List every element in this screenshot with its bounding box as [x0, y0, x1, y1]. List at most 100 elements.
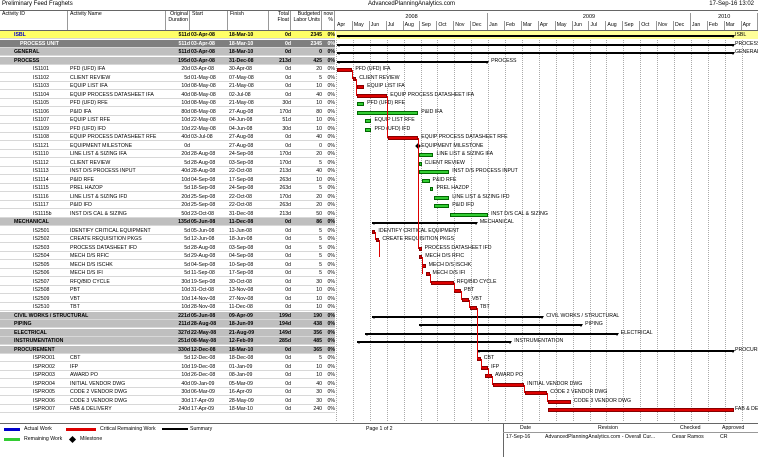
table-row[interactable]: IS1115b INST D/S CAL & SIZING 50d 23-Oct-08… [0, 209, 335, 218]
cell-start: 17-Apr-09 [191, 397, 215, 404]
critical-bar[interactable] [426, 272, 430, 276]
critical-bar[interactable] [419, 255, 423, 259]
wbs-row[interactable]: PROCESS 195d 03-Apr-08 31-Dec-08 213d 425 0% [0, 56, 335, 65]
critical-bar[interactable] [477, 357, 481, 361]
summary-bar[interactable] [364, 332, 618, 335]
table-row[interactable]: IS1114 P&ID RFE 10d 04-Sep-08 17-Sep-08 263d 1… [0, 175, 335, 184]
critical-bar[interactable] [337, 68, 353, 72]
summary-bar[interactable] [418, 324, 583, 326]
table-row[interactable]: IS1104 EQUIP PROCESS DATASHEET IFA 40d 08-M… [0, 90, 335, 99]
critical-bar[interactable] [356, 93, 388, 98]
table-row[interactable]: IS1106 P&ID IFA 80d 08-May-08 27-Aug-08 170d 8… [0, 107, 335, 116]
table-row[interactable]: IS2508 PBT 10d 31-Oct-08 13-Nov-08 0d 10 0% [0, 286, 335, 294]
wbs-row[interactable]: PROCUREMENT 330d 12-Dec-08 18-Mar-10 0d 365 0% [0, 345, 335, 354]
bar-label: PFD (UFD) IFA [355, 66, 391, 72]
remaining-bar[interactable] [418, 161, 422, 166]
wbs-row[interactable]: MECHANICAL 135d 05-Jun-08 11-Dec-08 0d 86 0% [0, 218, 335, 226]
table-row[interactable]: ISPRO02 IFP 10d 19-Dec-08 01-Jan-09 0d 10 0% [0, 362, 335, 371]
cell-name: IDENTIFY CRITICAL EQUIPMENT [70, 227, 151, 234]
table-row[interactable]: IS1116 LINE LIST & SIZING IFD 20d 25-Sep-08… [0, 192, 335, 201]
critical-bar[interactable] [356, 85, 365, 89]
table-row[interactable]: IS1109 PFD (UFD) IFD 10d 22-May-08 04-Jun-08… [0, 124, 335, 133]
col-activity-name[interactable]: Activity Name [68, 11, 166, 30]
wbs-row[interactable]: INSTRUMENTATION 251d 08-May-08 12-Feb-09 285… [0, 337, 335, 345]
wbs-row[interactable]: ISBL 511d 03-Apr-08 18-Mar-10 0d 2345 0% [0, 31, 335, 39]
critical-bar[interactable] [430, 280, 454, 285]
remaining-bar[interactable] [356, 102, 365, 106]
table-row[interactable]: ISPRO03 AWARD PO 10d 26-Dec-08 08-Jan-09 0d 10… [0, 371, 335, 379]
summary-bar[interactable] [337, 43, 735, 46]
remaining-bar[interactable] [422, 178, 430, 183]
critical-bar[interactable] [352, 76, 357, 81]
table-row[interactable]: ISPRO05 CODE 2 VENDOR DWG 30d 06-Mar-09 16-A… [0, 388, 335, 396]
table-row[interactable]: IS1110 LINE LIST & SIZING IFA 20d 28-Aug-08… [0, 150, 335, 158]
wbs-row[interactable]: PIPING 211d 28-Aug-08 18-Jun-09 194d 438 0% [0, 320, 335, 328]
wbs-row[interactable]: GENERAL 511d 03-Apr-08 18-Mar-10 0d 0 0% [0, 48, 335, 56]
table-row[interactable]: ISPRO01 CBT 5d 12-Dec-08 18-Dec-08 0d 5 0% [0, 354, 335, 362]
col-budget[interactable]: Budgeted Labor Units [291, 11, 322, 30]
critical-bar[interactable] [524, 391, 548, 395]
table-row[interactable]: ISPRO06 CODE 3 VENDOR DWG 30d 17-Apr-09 28-M… [0, 396, 335, 405]
summary-bar[interactable] [337, 52, 735, 54]
table-row[interactable]: ISPRO07 FAB & DELIVERY 240d 17-Apr-09 18-Mar… [0, 405, 335, 413]
table-row[interactable]: IS1117 P&ID IFD 20d 25-Sep-08 22-Oct-08 263d 2… [0, 201, 335, 209]
critical-bar[interactable] [387, 136, 419, 140]
table-row[interactable]: IS2506 MECH D/S IFI 5d 11-Sep-08 17-Sep-08 0d… [0, 269, 335, 277]
remaining-bar[interactable] [449, 212, 489, 217]
table-row[interactable]: IS2505 MECH D/S ISCHK 5d 04-Sep-08 10-Sep-08… [0, 260, 335, 269]
col-activity-id[interactable]: Activity ID [0, 11, 68, 30]
critical-bar[interactable] [469, 306, 477, 310]
critical-bar[interactable] [492, 382, 525, 387]
wbs-row[interactable]: PROCESS UNIT 511d 03-Apr-08 18-Mar-10 0d 2345… [0, 39, 335, 48]
remaining-bar[interactable] [434, 195, 450, 200]
table-row[interactable]: IS1112 CLIENT REVIEW 5d 28-Aug-08 03-Sep-08 1… [0, 158, 335, 167]
table-row[interactable]: IS2503 PROCESS DATASHEET IFD 5d 28-Aug-08 03… [0, 243, 335, 252]
summary-cap [540, 315, 545, 319]
remaining-bar[interactable] [430, 187, 434, 191]
remaining-bar[interactable] [364, 119, 372, 123]
wbs-row[interactable]: ELECTRICAL 327d 22-May-08 21-Aug-09 149d 356 0… [0, 328, 335, 337]
wbs-row[interactable]: CIVIL WORKS / STRUCTURAL 221d 05-Jun-08 09-… [0, 311, 335, 320]
col-total-float[interactable]: Total Float [269, 11, 291, 30]
table-row[interactable]: IS1102 CLIENT REVIEW 5d 01-May-08 07-May-08 0… [0, 73, 335, 82]
table-row[interactable]: IS1121 EQUIPMENT MILESTONE 0d 27-Aug-08 0d 0 0… [0, 141, 335, 150]
summary-bar[interactable] [337, 60, 489, 63]
table-row[interactable]: IS2504 MECH D/S RFIC 5d 29-Aug-08 04-Sep-08 0… [0, 252, 335, 260]
summary-bar[interactable] [356, 341, 512, 343]
critical-bar[interactable] [481, 365, 489, 370]
critical-bar[interactable] [372, 229, 376, 234]
summary-bar[interactable] [337, 35, 735, 37]
cell-id: IS2505 [33, 261, 50, 268]
remaining-bar[interactable] [418, 170, 450, 174]
table-row[interactable]: IS2509 VBT 10d 14-Nov-08 27-Nov-08 0d 10 0% [0, 294, 335, 303]
critical-bar[interactable] [454, 289, 462, 293]
summary-bar[interactable] [372, 222, 477, 224]
col-finish[interactable]: Finish [228, 11, 269, 30]
critical-bar[interactable] [461, 297, 469, 302]
table-row[interactable]: IS1115 PREL HAZOP 5d 18-Sep-08 24-Sep-08 263d… [0, 184, 335, 192]
table-row[interactable]: IS2507 RFQ/BID CYCLE 30d 19-Sep-08 30-Oct-08… [0, 277, 335, 286]
table-row[interactable]: IS1103 EQUIP LIST IFA 10d 08-May-08 21-May-0… [0, 82, 335, 90]
col-pct[interactable]: now % [322, 11, 335, 30]
table-row[interactable]: IS1105 PFD (UFD) RFE 10d 08-May-08 21-May-08… [0, 99, 335, 107]
table-row[interactable]: IS2501 IDENTIFY CRITICAL EQUIPMENT 5d 05-Ju… [0, 226, 335, 235]
critical-bar[interactable] [418, 246, 422, 251]
revision-box [503, 424, 758, 457]
critical-bar[interactable] [547, 399, 571, 404]
table-row[interactable]: IS2502 CREATE REQUISITION PKGS 5d 12-Jun-08… [0, 235, 335, 243]
critical-bar[interactable] [547, 408, 735, 412]
col-start[interactable]: Start [190, 11, 228, 30]
table-row[interactable]: IS1108 EQUIP PROCESS DATASHEET RFE 40d 03-J… [0, 133, 335, 141]
remaining-bar[interactable] [418, 153, 434, 157]
table-row[interactable]: IS1113 INST D/S PROCESS INPUT 40d 28-Aug-08… [0, 167, 335, 175]
summary-bar[interactable] [372, 315, 544, 318]
table-row[interactable]: IS1101 PFD (UFD) IFA 20d 03-Apr-08 30-Apr-08… [0, 65, 335, 73]
remaining-bar[interactable] [364, 127, 372, 132]
remaining-bar[interactable] [434, 204, 450, 208]
summary-bar[interactable] [477, 349, 735, 352]
table-row[interactable]: IS2510 TBT 10d 28-Nov-08 11-Dec-08 0d 10 0% [0, 303, 335, 311]
table-row[interactable]: IS1107 EQUIP LIST RFE 10d 22-May-08 04-Jun-0… [0, 116, 335, 124]
table-row[interactable]: ISPRO04 INITIAL VENDOR DWG 40d 09-Jan-09 05-… [0, 379, 335, 388]
critical-bar[interactable] [375, 238, 380, 242]
col-orig-duration[interactable]: Original Duration [166, 11, 190, 30]
